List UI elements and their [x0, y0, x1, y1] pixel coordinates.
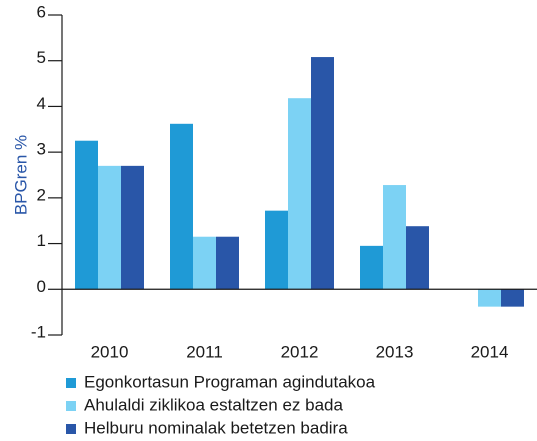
bar: [383, 185, 406, 290]
legend-label: Helburu nominalak betetzen badira: [84, 418, 348, 437]
x-tick-label: 2014: [471, 342, 509, 361]
bar: [75, 140, 98, 290]
bar: [216, 236, 239, 290]
y-tick-label: 0: [37, 277, 46, 296]
y-axis-label: BPGren %: [11, 135, 30, 215]
y-tick-label: 4: [37, 94, 46, 113]
legend-label: Ahulaldi ziklikoa estaltzen ez bada: [84, 395, 343, 414]
bar: [501, 289, 524, 307]
x-tick-label: 2011: [186, 342, 223, 361]
bar: [311, 57, 334, 290]
x-tick-label: 2013: [376, 342, 414, 361]
y-tick-label: 1: [37, 231, 46, 250]
bar: [121, 165, 144, 290]
y-tick-label: 3: [37, 140, 46, 159]
legend-swatch: [66, 424, 76, 434]
bar: [478, 289, 501, 307]
bar: [360, 245, 383, 290]
y-tick-label: 2: [37, 185, 46, 204]
bar: [170, 123, 193, 290]
bar: [193, 236, 216, 290]
legend-swatch: [66, 378, 76, 388]
legend-swatch: [66, 401, 76, 411]
bar: [98, 165, 121, 290]
x-tick-label: 2012: [281, 342, 319, 361]
y-tick-label: 5: [37, 48, 46, 67]
bar: [265, 210, 288, 290]
y-tick-label: -1: [31, 322, 46, 341]
y-tick-label: 6: [37, 2, 46, 21]
bar: [406, 226, 429, 290]
legend-label: Egonkortasun Programan agindutakoa: [84, 372, 376, 391]
x-tick-label: 2010: [91, 342, 129, 361]
bar: [288, 98, 311, 290]
